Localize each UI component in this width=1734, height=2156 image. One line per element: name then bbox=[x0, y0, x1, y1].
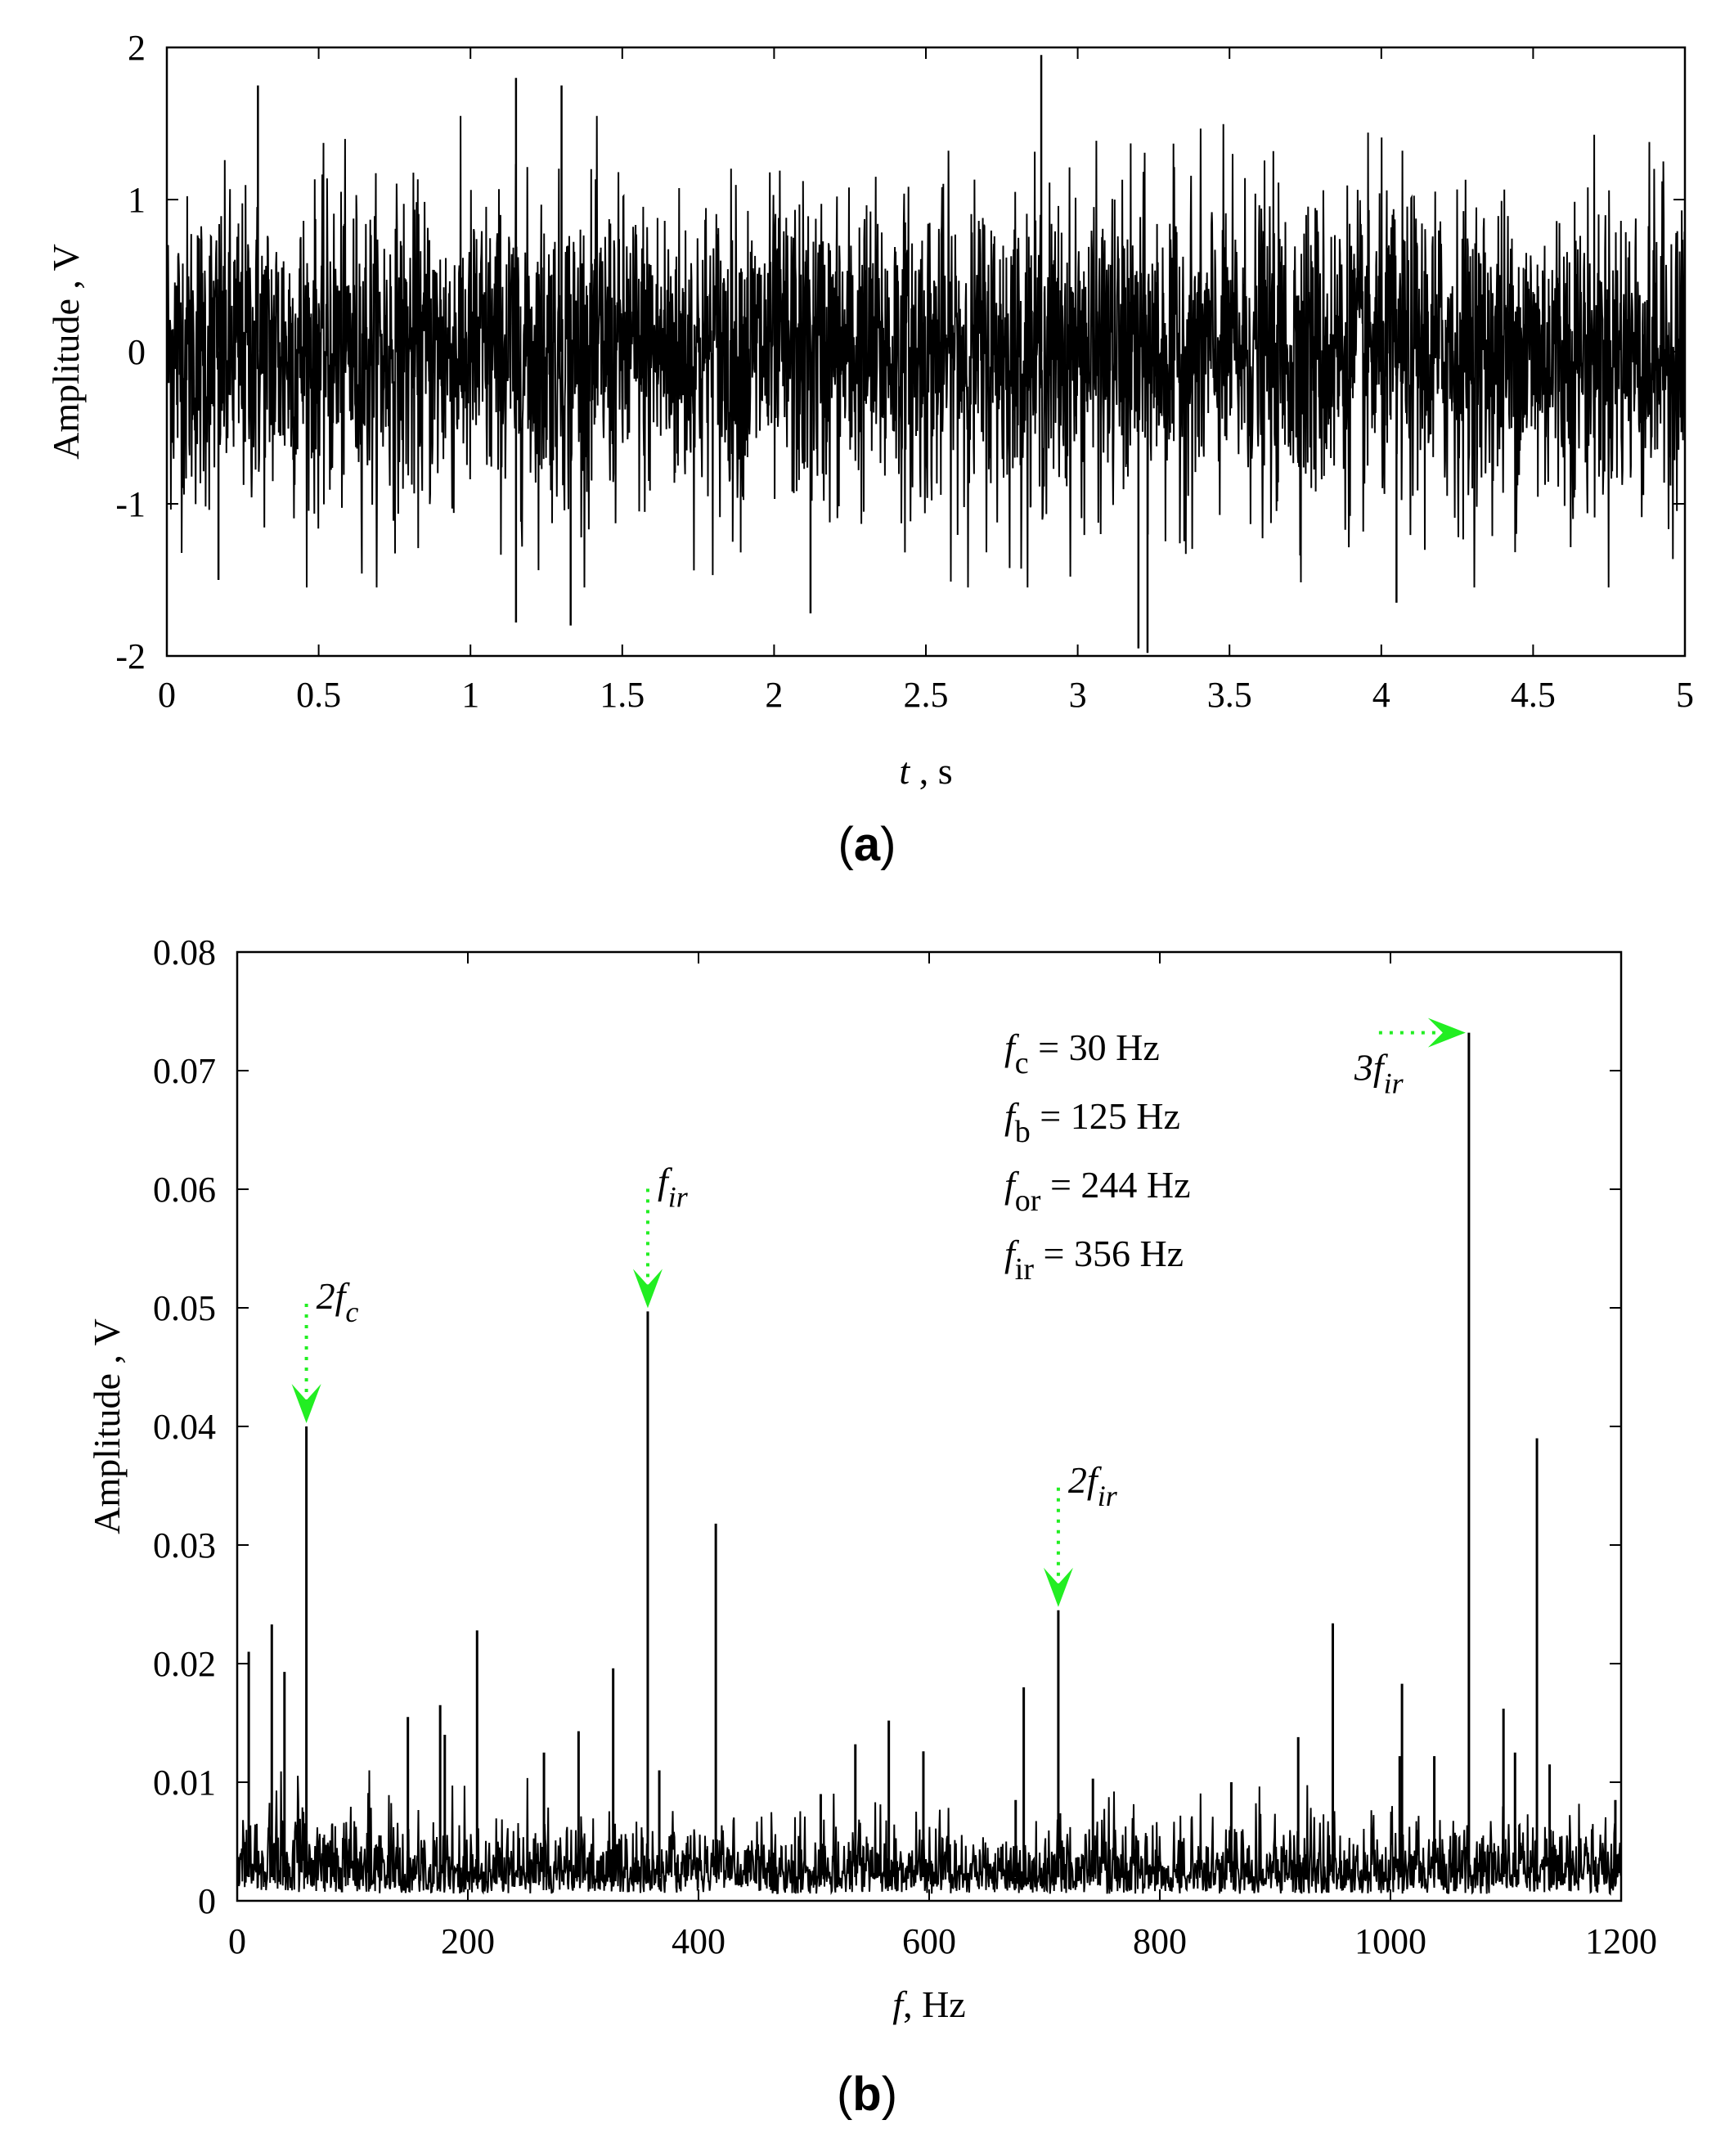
x-tick-label: 4.5 bbox=[1511, 675, 1556, 715]
time-signal-panel: 0 0.5 1 1.5 2 2.5 3 3.5 4 4.5 5 2 1 0 -1 -2 Amplitude … bbox=[45, 28, 1694, 871]
x-tick-label: 400 bbox=[672, 1921, 725, 1961]
spectrum-noise-floor bbox=[236, 1770, 1622, 1896]
frequency-annotations: 2fc fir 2fir 3fir bbox=[291, 1017, 1466, 1607]
x-tick-label: 600 bbox=[902, 1921, 956, 1961]
y-tick-label: 0.03 bbox=[153, 1525, 216, 1565]
y-tick-label: 0.08 bbox=[153, 932, 216, 972]
y-tick-label: 0.01 bbox=[153, 1763, 216, 1803]
annotation-label: fir bbox=[658, 1160, 689, 1213]
frequency-legend: fc = 30 Hz fb = 125 Hz for = 244 Hz fir = 3… bbox=[1004, 1026, 1191, 1287]
x-tick-label: 800 bbox=[1133, 1921, 1187, 1961]
annotation-label: 2fc bbox=[317, 1275, 359, 1328]
y-axis-label-b: Amplitude , V bbox=[86, 1318, 128, 1534]
signal-line bbox=[166, 115, 1686, 588]
time-signal-trace bbox=[166, 55, 1686, 654]
y-tick-label: 0.07 bbox=[153, 1051, 216, 1091]
x-tick-labels-a: 0 0.5 1 1.5 2 2.5 3 3.5 4 4.5 5 bbox=[158, 675, 1694, 715]
spectrum-trace bbox=[236, 1032, 1622, 1896]
annotation-arrow-head bbox=[632, 1269, 663, 1309]
y-tick-label: 0.02 bbox=[153, 1644, 216, 1684]
tick-marks-b bbox=[236, 951, 1622, 1902]
panel-letter-a: a bbox=[854, 818, 881, 871]
annotation-2fir: 2fir bbox=[1043, 1459, 1118, 1607]
annotation-label: 3fir bbox=[1354, 1047, 1404, 1100]
legend-entry: fc = 30 Hz bbox=[1004, 1026, 1160, 1080]
legend-entry: for = 244 Hz bbox=[1004, 1164, 1191, 1218]
y-tick-label: -2 bbox=[115, 636, 146, 676]
annotation-3fir: 3fir bbox=[1354, 1017, 1466, 1100]
x-tick-label: 200 bbox=[441, 1921, 495, 1961]
annotation-arrow-head bbox=[1043, 1567, 1073, 1607]
x-axis-variable-a: t bbox=[899, 750, 910, 792]
y-tick-labels-a: 2 1 0 -1 -2 bbox=[115, 28, 146, 676]
x-tick-label: 0 bbox=[228, 1921, 246, 1961]
legend-entry: fb = 125 Hz bbox=[1004, 1095, 1180, 1149]
y-tick-label: 0.05 bbox=[153, 1288, 216, 1328]
x-tick-label: 5 bbox=[1676, 675, 1694, 715]
spectrum-panel: 0 200 400 600 800 1000 1200 0.080.070.060.050.… bbox=[86, 932, 1657, 2121]
x-tick-label: 2.5 bbox=[904, 675, 949, 715]
panel-caption-b: (b) bbox=[837, 2068, 897, 2121]
x-tick-label: 0.5 bbox=[296, 675, 341, 715]
y-tick-label: 0 bbox=[128, 332, 146, 372]
y-tick-label: 2 bbox=[128, 28, 146, 68]
y-tick-label: 0.04 bbox=[153, 1407, 216, 1447]
x-tick-label: 1.5 bbox=[600, 675, 645, 715]
y-tick-label: 0 bbox=[198, 1881, 216, 1921]
x-tick-label: 3 bbox=[1069, 675, 1087, 715]
tick-marks-a bbox=[166, 47, 1686, 657]
annotation-arrow-head bbox=[291, 1384, 321, 1423]
y-axis-label-a: Amplitude , V bbox=[45, 244, 87, 460]
x-tick-label: 2 bbox=[765, 675, 783, 715]
x-tick-label: 4 bbox=[1372, 675, 1390, 715]
x-tick-label: 0 bbox=[158, 675, 176, 715]
x-tick-label: 1200 bbox=[1585, 1921, 1657, 1961]
x-tick-label: 1 bbox=[461, 675, 479, 715]
legend-entry: fir = 356 Hz bbox=[1004, 1233, 1184, 1287]
panel-caption-a: (a) bbox=[838, 818, 896, 871]
y-tick-label: -1 bbox=[115, 484, 146, 524]
x-tick-label: 3.5 bbox=[1207, 675, 1252, 715]
annotation-2fc: 2fc bbox=[291, 1275, 359, 1423]
panel-letter-b: b bbox=[852, 2068, 881, 2121]
y-tick-label: 1 bbox=[128, 180, 146, 220]
x-axis-label-b: f, Hz bbox=[892, 1983, 965, 2025]
annotation-arrow-head bbox=[1427, 1017, 1466, 1048]
y-tick-label: 0.06 bbox=[153, 1170, 216, 1210]
annotation-fir: fir bbox=[632, 1160, 689, 1309]
x-axis-unit-b: , Hz bbox=[903, 1983, 966, 2025]
y-tick-labels-b: 0.08 0.07 0.06 0.05 0.04 0.03 0.02 0.01 0 bbox=[153, 932, 216, 1921]
x-axis-unit-a: , s bbox=[910, 750, 952, 792]
x-tick-labels-b: 0 200 400 600 800 1000 1200 bbox=[228, 1921, 1657, 1961]
x-tick-label: 1000 bbox=[1354, 1921, 1426, 1961]
annotation-label: 2fir bbox=[1068, 1459, 1118, 1512]
x-axis-label-a: t , s bbox=[899, 750, 952, 792]
